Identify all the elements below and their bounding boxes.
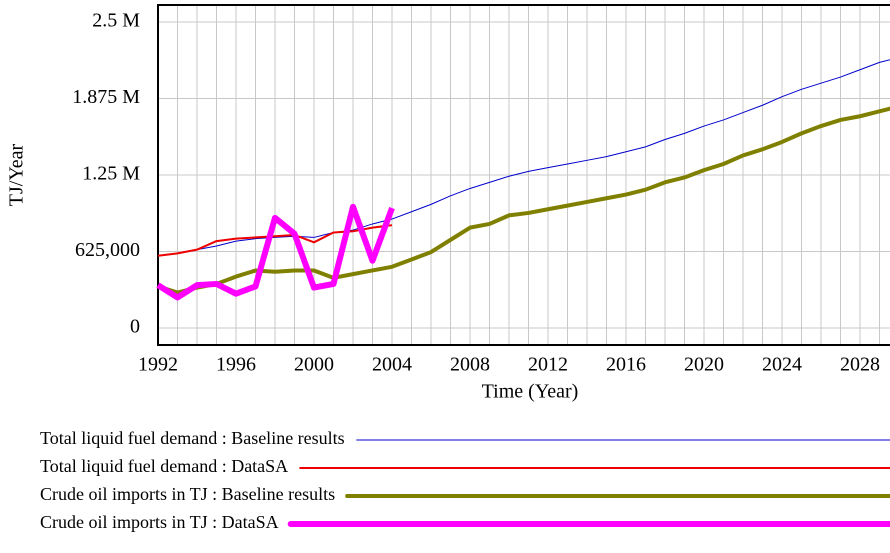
x-tick-label: 2008	[450, 354, 490, 376]
x-tick-label: 2028	[840, 354, 880, 376]
x-tick-label: 2004	[372, 354, 412, 376]
legend-label: Total liquid fuel demand : DataSA	[40, 456, 288, 476]
x-tick-label: 2012	[528, 354, 568, 376]
series-line	[157, 224, 393, 257]
legend-label: Crude oil imports in TJ : Baseline resul…	[40, 484, 335, 504]
y-tick-label: 625,000	[75, 239, 140, 261]
series-line	[156, 203, 395, 301]
x-tick-label: 2016	[606, 354, 646, 376]
series-line	[157, 106, 890, 295]
y-tick-label: 2.5 M	[92, 10, 140, 32]
x-tick-label: 1996	[216, 354, 256, 376]
series-line	[157, 59, 890, 257]
y-tick-label: 1.875 M	[72, 86, 140, 108]
x-tick-label: 2000	[294, 354, 334, 376]
x-tick-label: 1992	[138, 354, 178, 376]
x-axis-label: Time (Year)	[482, 381, 579, 403]
x-tick-label: 2020	[684, 354, 724, 376]
y-axis-label: TJ/Year	[6, 143, 28, 206]
legend-label: Total liquid fuel demand : Baseline resu…	[40, 428, 345, 448]
x-tick-label: 2024	[762, 354, 802, 376]
plot-frame	[157, 4, 890, 346]
legend-label: Crude oil imports in TJ : DataSA	[40, 512, 279, 532]
y-tick-label: 1.25 M	[82, 163, 140, 185]
y-tick-label: 0	[130, 316, 140, 338]
